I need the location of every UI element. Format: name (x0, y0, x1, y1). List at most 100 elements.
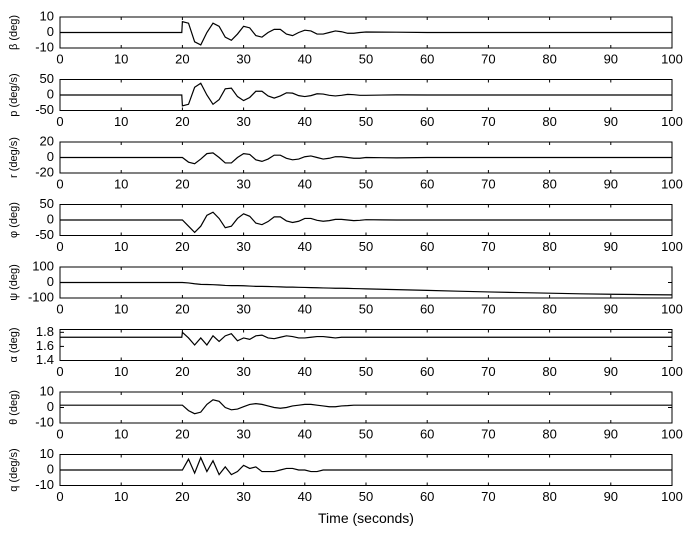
x-tick-label: 100 (661, 489, 683, 504)
y-tick-label: -10 (35, 477, 54, 492)
x-tick-label: 70 (481, 239, 495, 254)
x-tick-label: 50 (359, 426, 373, 441)
x-tick-label: 70 (481, 301, 495, 316)
x-tick-label: 70 (481, 114, 495, 129)
x-tick-label: 30 (236, 364, 250, 379)
x-tick-label: 60 (420, 51, 434, 66)
x-tick-label: 70 (481, 364, 495, 379)
x-tick-label: 100 (661, 176, 683, 191)
x-tick-label: 60 (420, 301, 434, 316)
x-tick-label: 10 (114, 176, 128, 191)
x-tick-label: 0 (56, 489, 63, 504)
y-tick-label: 100 (32, 258, 54, 273)
y-tick-label: 1.6 (36, 338, 54, 353)
y-tick-label: 10 (40, 8, 54, 23)
x-tick-label: 60 (420, 489, 434, 504)
x-tick-label: 20 (175, 489, 189, 504)
y-tick-label: 0 (47, 149, 54, 164)
y-tick-label: 0 (47, 211, 54, 226)
x-tick-label: 60 (420, 239, 434, 254)
x-tick-label: 0 (56, 426, 63, 441)
x-tick-label: 20 (175, 364, 189, 379)
y-tick-label: -100 (28, 289, 54, 304)
x-tick-label: 20 (175, 51, 189, 66)
y-tick-label: 1.8 (36, 324, 54, 339)
x-tick-label: 90 (604, 489, 618, 504)
x-tick-label: 60 (420, 114, 434, 129)
x-tick-label: 50 (359, 176, 373, 191)
plot-frame (59, 391, 673, 424)
x-tick-label: 60 (420, 426, 434, 441)
x-tick-label: 100 (661, 364, 683, 379)
x-tick-label: 100 (661, 301, 683, 316)
data-line (60, 20, 672, 46)
y-axis-label: r (deg/s) (8, 137, 20, 178)
plot-frame (59, 329, 673, 361)
x-tick-label: 40 (298, 51, 312, 66)
y-tick-label: 0 (47, 461, 54, 476)
data-line (60, 211, 672, 234)
y-tick-label: 50 (40, 196, 54, 211)
y-tick-label: -10 (35, 414, 54, 429)
x-tick-label: 100 (661, 239, 683, 254)
x-tick-label: 0 (56, 114, 63, 129)
x-tick-label: 90 (604, 51, 618, 66)
data-line (60, 82, 672, 107)
x-tick-label: 40 (298, 301, 312, 316)
x-tick-label: 10 (114, 364, 128, 379)
data-line (60, 456, 672, 476)
x-tick-label: 30 (236, 114, 250, 129)
x-tick-label: 30 (236, 489, 250, 504)
x-tick-label: 80 (542, 114, 556, 129)
x-tick-label: 90 (604, 114, 618, 129)
x-tick-label: 30 (236, 51, 250, 66)
x-tick-label: 60 (420, 176, 434, 191)
x-tick-label: 70 (481, 489, 495, 504)
x-tick-label: 30 (236, 176, 250, 191)
x-tick-label: 0 (56, 239, 63, 254)
x-tick-label: 40 (298, 426, 312, 441)
x-tick-label: 50 (359, 51, 373, 66)
x-tick-label: 100 (661, 426, 683, 441)
x-tick-label: 90 (604, 176, 618, 191)
x-tick-label: 80 (542, 364, 556, 379)
x-tick-label: 50 (359, 364, 373, 379)
x-tick-label: 80 (542, 301, 556, 316)
x-tick-label: 80 (542, 51, 556, 66)
x-tick-label: 30 (236, 239, 250, 254)
data-line (60, 281, 673, 296)
x-tick-label: 80 (542, 426, 556, 441)
x-tick-label: 100 (661, 114, 683, 129)
x-tick-label: 70 (481, 426, 495, 441)
x-tick-label: 60 (420, 364, 434, 379)
x-tick-label: 40 (298, 489, 312, 504)
data-line (60, 399, 672, 415)
y-tick-label: -10 (35, 39, 54, 54)
x-tick-label: 100 (661, 51, 683, 66)
y-tick-label: 10 (40, 446, 54, 461)
y-tick-label: -20 (35, 164, 54, 179)
x-tick-label: 10 (114, 426, 128, 441)
y-axis-label: θ (deg) (8, 390, 20, 425)
x-tick-label: 40 (298, 176, 312, 191)
y-tick-label: -50 (35, 102, 54, 117)
y-tick-label: 10 (40, 383, 54, 398)
x-tick-label: 50 (359, 301, 373, 316)
x-tick-label: 0 (56, 51, 63, 66)
x-tick-label: 90 (604, 301, 618, 316)
y-tick-label: 0 (47, 24, 54, 39)
x-tick-label: 10 (114, 239, 128, 254)
y-tick-label: -50 (35, 227, 54, 242)
y-axis-label: β (deg) (8, 15, 20, 50)
x-tick-label: 90 (604, 239, 618, 254)
y-tick-label: 20 (40, 133, 54, 148)
x-tick-label: 70 (481, 176, 495, 191)
x-tick-label: 20 (175, 176, 189, 191)
x-tick-label: 40 (298, 114, 312, 129)
